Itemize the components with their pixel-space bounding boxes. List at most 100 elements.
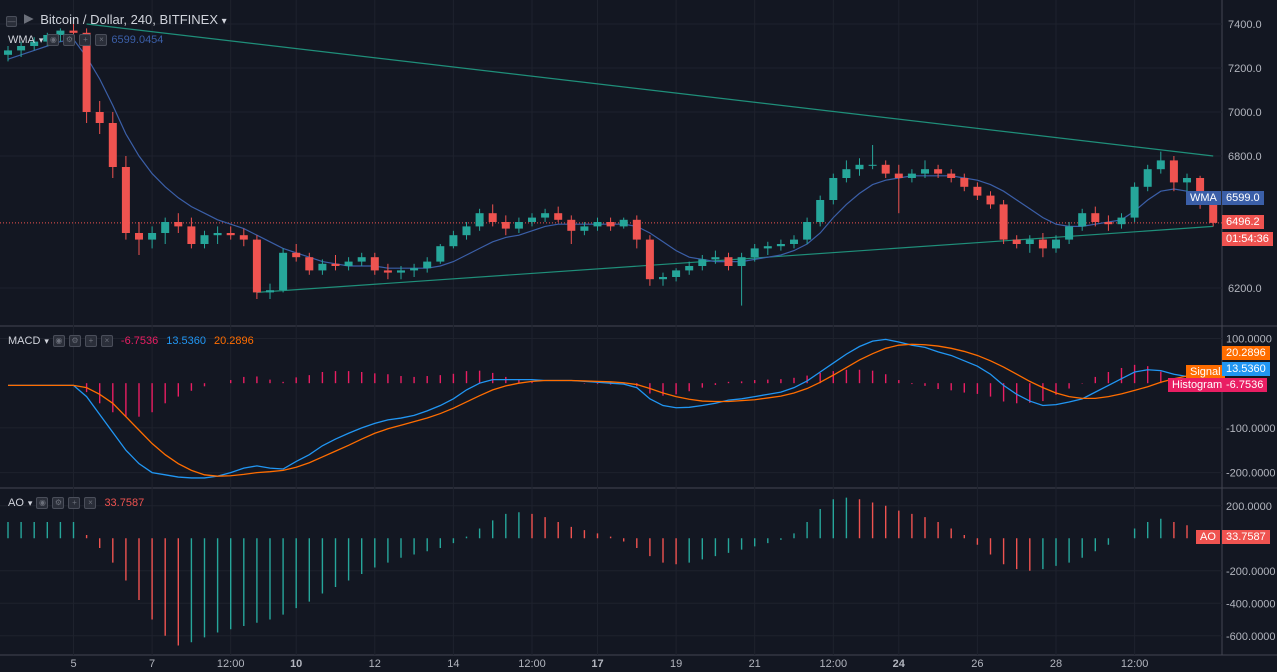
chevron-down-icon[interactable]: ▾ bbox=[44, 335, 49, 346]
gear-icon[interactable]: ⚙ bbox=[68, 335, 81, 347]
close-icon[interactable]: × bbox=[95, 34, 108, 46]
candle-body bbox=[318, 263, 327, 271]
candle-body bbox=[226, 233, 235, 236]
candle-body bbox=[135, 233, 143, 240]
macd-legend[interactable]: MACD ▾ ◉ ⚙ + × -6.7536 13.5360 20.2896 bbox=[8, 335, 254, 347]
candle-body bbox=[645, 239, 654, 280]
symbol-header[interactable]: — Bitcoin / Dollar, 240, BITFINEX ▾ bbox=[6, 12, 227, 27]
price-tick-label: 6800.0 bbox=[1228, 151, 1262, 163]
macd-legend-signal: 20.2896 bbox=[214, 335, 254, 347]
macd-tick-label: 100.0000 bbox=[1226, 333, 1272, 345]
price-tick-label: 7000.0 bbox=[1228, 107, 1262, 119]
trendlines[interactable] bbox=[86, 23, 1214, 293]
time-tick-label: 12:00 bbox=[820, 658, 848, 670]
symbol-title[interactable]: Bitcoin / Dollar, 240, BITFINEX bbox=[40, 12, 218, 27]
candle-body bbox=[501, 222, 510, 229]
candle-body bbox=[187, 226, 196, 244]
candle-body bbox=[266, 290, 274, 293]
macd-pane bbox=[8, 338, 1214, 479]
candle-body bbox=[331, 263, 340, 266]
close-icon[interactable]: × bbox=[100, 335, 113, 347]
candle-body bbox=[790, 239, 798, 244]
candle-body bbox=[816, 200, 825, 222]
candle-body bbox=[69, 30, 78, 33]
candle-body bbox=[1052, 239, 1060, 249]
candle-body bbox=[855, 164, 864, 170]
candle-body bbox=[213, 233, 222, 236]
flag-icon[interactable] bbox=[23, 14, 34, 24]
candle-body bbox=[973, 186, 982, 196]
candle-body bbox=[121, 167, 130, 233]
time-tick-label: 12 bbox=[369, 658, 381, 670]
candle-body bbox=[1025, 239, 1034, 244]
candle-body bbox=[881, 164, 890, 174]
candle-body bbox=[698, 259, 707, 266]
collapse-icon[interactable]: — bbox=[6, 16, 17, 27]
candle-body bbox=[1104, 222, 1113, 225]
eye-icon[interactable]: ◉ bbox=[47, 34, 60, 46]
candle-body bbox=[108, 123, 117, 167]
trendline-upper bbox=[86, 23, 1214, 157]
candle-body bbox=[1065, 226, 1074, 240]
candle-body bbox=[1117, 217, 1126, 225]
close-icon[interactable]: × bbox=[84, 497, 97, 509]
signal-line bbox=[8, 343, 1214, 477]
candle-body bbox=[947, 173, 956, 178]
candle-body bbox=[606, 222, 615, 227]
wma-axis-value: 6599.0 bbox=[1222, 191, 1264, 205]
candle-body bbox=[174, 222, 183, 227]
candle-body bbox=[921, 169, 929, 174]
time-tick-label: 7 bbox=[149, 658, 155, 670]
candle-body bbox=[292, 252, 301, 258]
candle-body bbox=[410, 268, 419, 271]
candle-body bbox=[1130, 186, 1139, 218]
candle-body bbox=[30, 41, 39, 46]
trendline-lower bbox=[256, 225, 1214, 293]
candle-body bbox=[56, 30, 65, 35]
more-icon[interactable]: + bbox=[68, 497, 81, 509]
candle-body bbox=[82, 32, 91, 112]
axes-labels: 7400.0 7200.0 7000.0 6800.0 6200.0 100.0000 -1… bbox=[70, 19, 1275, 670]
candle-body bbox=[357, 257, 366, 262]
candle-body bbox=[803, 222, 812, 240]
chevron-down-icon[interactable]: ▾ bbox=[38, 34, 44, 45]
candle-body bbox=[1143, 169, 1152, 187]
time-tick-label: 10 bbox=[290, 658, 302, 670]
candles bbox=[4, 24, 1218, 306]
time-tick-label: 12:00 bbox=[518, 658, 546, 670]
candle-body bbox=[619, 219, 628, 227]
macd-signal-axis-value: 20.2896 bbox=[1222, 346, 1270, 360]
chevron-down-icon[interactable]: ▾ bbox=[221, 16, 227, 27]
eye-icon[interactable]: ◉ bbox=[36, 497, 49, 509]
ao-legend[interactable]: AO ▾ ◉ ⚙ + × 33.7587 bbox=[8, 497, 144, 509]
candle-body bbox=[148, 233, 157, 240]
ao-axis-label: AO bbox=[1196, 530, 1220, 544]
time-tick-label: 12:00 bbox=[1121, 658, 1149, 670]
more-icon[interactable]: + bbox=[84, 335, 97, 347]
candle-body bbox=[305, 257, 314, 271]
signal-axis-label: Signal bbox=[1186, 365, 1225, 379]
ao-legend-value: 33.7587 bbox=[104, 497, 145, 509]
candle-body bbox=[17, 46, 26, 51]
gear-icon[interactable]: ⚙ bbox=[63, 34, 76, 46]
candle-body bbox=[632, 219, 641, 240]
candle-body bbox=[161, 222, 170, 233]
more-icon[interactable]: + bbox=[79, 34, 92, 46]
wma-legend[interactable]: WMA ▾ ◉ ⚙ + × 6599.0454 bbox=[8, 34, 163, 46]
price-tick-label: 7400.0 bbox=[1228, 19, 1262, 31]
candle-body bbox=[659, 277, 667, 280]
candle-body bbox=[528, 217, 536, 222]
ao-tick-label: -400.0000 bbox=[1226, 598, 1276, 610]
macd-legend-macd: 13.5360 bbox=[166, 335, 206, 347]
time-tick-label: 24 bbox=[893, 658, 906, 670]
last-price-value: 6496.2 bbox=[1222, 215, 1264, 229]
gear-icon[interactable]: ⚙ bbox=[52, 497, 65, 509]
time-tick-label: 28 bbox=[1050, 658, 1062, 670]
candle-body bbox=[1078, 213, 1087, 227]
eye-icon[interactable]: ◉ bbox=[52, 335, 65, 347]
chevron-down-icon[interactable]: ▾ bbox=[27, 497, 33, 508]
candle-body bbox=[711, 257, 720, 260]
candle-body bbox=[95, 112, 104, 123]
time-tick-label: 19 bbox=[670, 658, 682, 670]
